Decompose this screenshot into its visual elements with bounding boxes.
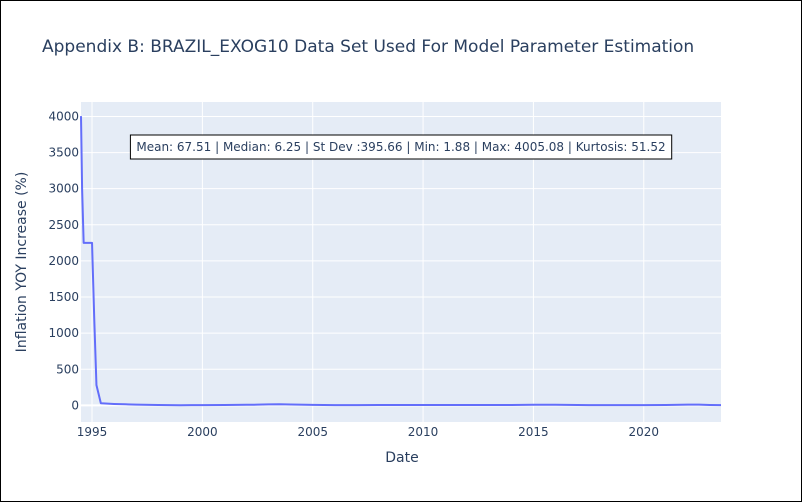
x-axis-ticks: 1995 2000 2005 2010 2015 2020 (77, 425, 659, 439)
y-axis-ticks: 0 500 1000 1500 2000 2500 3000 3500 4000 (48, 109, 79, 412)
x-tick-label: 2020 (628, 425, 659, 439)
series-layer (80, 116, 722, 407)
x-tick-label: 2015 (518, 425, 549, 439)
x-tick-label: 1995 (77, 425, 108, 439)
y-tick-label: 2000 (48, 254, 79, 268)
y-tick-label: 1500 (48, 290, 79, 304)
annotation-box (129, 134, 673, 160)
x-tick-label: 2000 (187, 425, 218, 439)
y-tick-label: 1000 (48, 326, 79, 340)
x-axis-title: Date (385, 450, 418, 466)
y-tick-label: 3000 (48, 182, 79, 196)
y-axis-title: Inflation YOY Increase (%) (14, 172, 30, 353)
y-tick-label: 3500 (48, 146, 79, 160)
y-tick-label: 2500 (48, 218, 79, 232)
y-tick-label: 500 (56, 362, 79, 376)
annotation-text: Mean: 67.51 | Median: 6.25 | St Dev :395… (136, 140, 665, 154)
y-tick-label: 4000 (48, 109, 79, 123)
series-line (80, 116, 722, 407)
x-tick-label: 2010 (408, 425, 439, 439)
y-tick-label: 0 (71, 398, 79, 412)
chart-title: Appendix B: BRAZIL_EXOG10 Data Set Used … (42, 37, 694, 57)
x-tick-label: 2005 (297, 425, 328, 439)
stats-annotation: Mean: 67.51 | Median: 6.25 | St Dev :395… (129, 134, 673, 160)
